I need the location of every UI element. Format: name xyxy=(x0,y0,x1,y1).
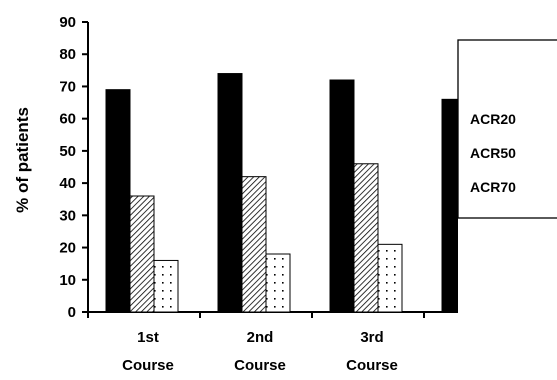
x-category-label: 1st xyxy=(137,329,159,346)
y-tick-label: 50 xyxy=(59,143,76,160)
bar-acr20-3 xyxy=(329,79,355,313)
bar-acr70-1 xyxy=(153,259,179,313)
bar-acr70-4 xyxy=(490,267,514,312)
legend-box xyxy=(457,39,557,219)
y-tick-label: 80 xyxy=(59,46,76,63)
y-tick-label: 60 xyxy=(59,111,76,128)
y-tick-label: 10 xyxy=(59,272,76,289)
x-category-label: 3rd xyxy=(360,329,383,346)
y-tick-label: 20 xyxy=(59,240,76,257)
x-category-label: Course xyxy=(458,357,510,374)
bar-acr20-2 xyxy=(217,73,243,313)
y-tick-label: 30 xyxy=(59,207,76,224)
bar-acr70-2 xyxy=(265,253,291,313)
x-category-label: Course xyxy=(234,357,286,374)
bar-acr70-3 xyxy=(377,243,403,313)
bar-acr20-1 xyxy=(105,89,131,313)
legend-label-acr20: ACR20 xyxy=(470,111,516,127)
bar-acr50-2 xyxy=(241,176,267,313)
x-category-label: Course xyxy=(346,357,398,374)
legend-label-acr70: ACR70 xyxy=(470,179,516,195)
bar-acr20-4 xyxy=(441,98,458,313)
y-tick-label: 70 xyxy=(59,78,76,95)
bar-acr50-1 xyxy=(129,195,155,313)
y-axis-ticks: 0 10 20 30 40 50 60 70 80 90 xyxy=(59,14,89,321)
plot-area: 1st Course 2nd Course 3rd Course 4th Course xyxy=(87,73,514,374)
x-category-label: Course xyxy=(122,357,174,374)
y-tick-label: 40 xyxy=(59,175,76,192)
legend-label-acr50: ACR50 xyxy=(470,145,516,161)
bar-acr50-3 xyxy=(353,163,379,313)
y-axis-title: % of patients xyxy=(13,107,32,213)
x-category-label: 4th xyxy=(473,329,496,346)
x-category-label: 2nd xyxy=(247,329,274,346)
y-tick-label: 90 xyxy=(59,14,76,31)
y-tick-label: 0 xyxy=(68,304,76,321)
legend: ACR20 ACR50 ACR70 xyxy=(457,39,557,219)
